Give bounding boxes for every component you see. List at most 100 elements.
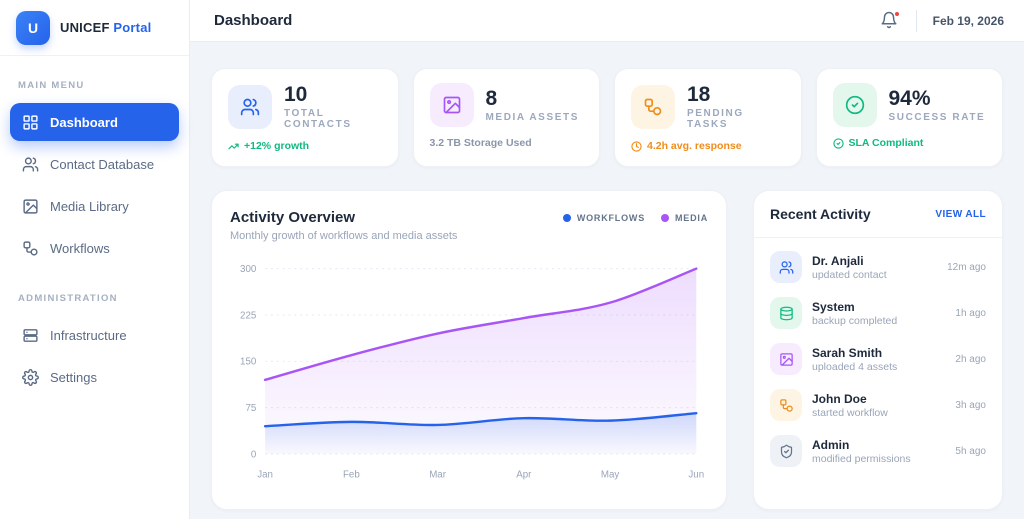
- recent-activity-panel: Recent Activity VIEW ALL Dr. Anjali upda…: [753, 190, 1003, 510]
- svg-text:Apr: Apr: [516, 469, 532, 480]
- brand: U UNICEF Portal: [0, 0, 189, 56]
- check-circle-icon: [832, 83, 877, 127]
- topbar-right: Feb 19, 2026: [880, 9, 1004, 32]
- stat-label: PENDING TASKS: [687, 108, 744, 131]
- sidebar-item-infrastructure[interactable]: Infrastructure: [10, 316, 179, 354]
- activity-action: modified permissions: [812, 452, 911, 465]
- sidebar-item-workflows[interactable]: Workflows: [10, 229, 179, 267]
- sidebar-item-dashboard[interactable]: Dashboard: [10, 103, 179, 141]
- media-image-icon: [770, 343, 802, 375]
- view-all-link[interactable]: VIEW ALL: [935, 208, 986, 220]
- activity-list: Dr. Anjali updated contact 12m ago Syste…: [754, 238, 1002, 480]
- recent-activity-title: Recent Activity: [770, 206, 871, 222]
- svg-text:0: 0: [251, 449, 257, 460]
- activity-time: 5h ago: [955, 445, 986, 457]
- stat-footnote: 3.2 TB Storage Used: [429, 137, 532, 149]
- activity-action: started workflow: [812, 406, 888, 419]
- recent-activity-header: Recent Activity VIEW ALL: [754, 191, 1002, 238]
- notifications-button[interactable]: [880, 10, 900, 31]
- activity-action: updated contact: [812, 268, 887, 281]
- activity-user: Dr. Anjali: [812, 253, 864, 268]
- stat-card-success-rate: 94% SUCCESS RATE SLA Compliant: [815, 68, 1003, 167]
- activity-item[interactable]: Admin modified permissions 5h ago: [770, 428, 986, 474]
- sidebar-item-label: Media Library: [50, 198, 129, 214]
- gear-icon: [22, 368, 39, 386]
- brand-name: UNICEF Portal: [60, 20, 152, 35]
- activity-time: 12m ago: [947, 261, 986, 273]
- stats-row: 10 TOTAL CONTACTS +12% growth: [211, 68, 1003, 167]
- sidebar-item-label: Infrastructure: [50, 327, 127, 343]
- stat-card-total-contacts: 10 TOTAL CONTACTS +12% growth: [211, 68, 399, 167]
- activity-item[interactable]: Dr. Anjali updated contact 12m ago: [770, 244, 986, 290]
- activity-time: 1h ago: [955, 307, 986, 319]
- workflow-icon: [631, 84, 675, 129]
- chart-subtitle: Monthly growth of workflows and media as…: [230, 230, 458, 242]
- sidebar-item-contact-database[interactable]: Contact Database: [10, 145, 179, 183]
- chart-legend: WORKFLOWS MEDIA: [562, 213, 708, 223]
- database-icon: [770, 297, 802, 329]
- svg-text:May: May: [601, 469, 620, 480]
- activity-action: backup completed: [812, 314, 898, 327]
- main-area: Dashboard Feb 19, 2026: [190, 0, 1024, 519]
- topbar-divider: [915, 9, 917, 32]
- svg-text:225: 225: [240, 310, 257, 321]
- sidebar-section-administration: ADMINISTRATION: [18, 293, 118, 304]
- contacts-icon: [228, 84, 272, 129]
- current-date: Feb 19, 2026: [932, 13, 1004, 28]
- sidebar-section-main-menu: MAIN MENU: [18, 80, 85, 91]
- topbar: Dashboard Feb 19, 2026: [190, 0, 1024, 42]
- contacts-icon: [22, 156, 39, 172]
- svg-text:Feb: Feb: [343, 469, 360, 480]
- chart-title: Activity Overview: [230, 209, 356, 226]
- legend-item-media: MEDIA: [661, 213, 708, 223]
- svg-text:Jan: Jan: [257, 469, 273, 480]
- shield-check-icon: [770, 435, 802, 467]
- shield-check-icon: [832, 137, 844, 149]
- legend-item-workflows: WORKFLOWS: [562, 213, 645, 223]
- chart-header: Activity Overview Monthly growth of work…: [230, 209, 708, 242]
- stat-label: TOTAL CONTACTS: [284, 108, 352, 131]
- sidebar-item-label: Workflows: [50, 240, 110, 256]
- activity-item[interactable]: John Doe started workflow 3h ago: [770, 382, 986, 428]
- activity-user: System: [812, 299, 855, 314]
- brand-logo-letter: U: [27, 19, 39, 36]
- workflow-icon: [23, 240, 38, 256]
- svg-text:300: 300: [240, 264, 257, 275]
- legend-dot-media: [661, 214, 669, 222]
- trending-up-icon: [228, 143, 239, 149]
- media-image-icon: [23, 198, 38, 214]
- notification-dot: [893, 10, 900, 17]
- server-icon: [23, 328, 38, 342]
- activity-item[interactable]: System backup completed 1h ago: [770, 290, 986, 336]
- stat-footnote: 4.2h avg. response: [631, 140, 785, 152]
- stat-card-media-assets: 8 MEDIA ASSETS 3.2 TB Storage Used: [412, 68, 600, 167]
- stat-label: MEDIA ASSETS: [485, 112, 579, 124]
- content: 10 TOTAL CONTACTS +12% growth: [190, 42, 1024, 519]
- stat-footnote: +12% growth: [228, 140, 382, 152]
- sidebar-item-label: Contact Database: [50, 156, 155, 172]
- stat-value: 18: [687, 83, 711, 106]
- stat-card-pending-tasks: 18 PENDING TASKS 4.2h avg. response: [614, 68, 802, 167]
- sidebar-item-label: Settings: [50, 369, 97, 385]
- activity-user: Sarah Smith: [812, 345, 883, 360]
- contacts-icon: [770, 251, 802, 283]
- stat-value: 10: [284, 83, 308, 106]
- sidebar-item-media-library[interactable]: Media Library: [10, 187, 179, 225]
- stat-value: 8: [485, 86, 498, 110]
- sidebar-item-settings[interactable]: Settings: [10, 358, 179, 396]
- stat-value: 94%: [888, 86, 931, 110]
- sidebar: U UNICEF Portal MAIN MENU Dashboard Cont…: [0, 0, 190, 519]
- activity-time: 3h ago: [955, 399, 986, 411]
- clock-icon: [631, 140, 642, 152]
- svg-text:Jun: Jun: [688, 469, 704, 480]
- activity-line-chart: 0 75 150 225 300 Jan Feb Mar Apr May Jun: [230, 250, 708, 498]
- brand-logo: U: [16, 10, 50, 45]
- dashboard-grid-icon: [23, 114, 38, 130]
- activity-item[interactable]: Sarah Smith uploaded 4 assets 2h ago: [770, 336, 986, 382]
- bell-icon: [881, 11, 897, 28]
- activity-user: John Doe: [812, 391, 867, 406]
- activity-user: Admin: [812, 437, 850, 452]
- page-title: Dashboard: [214, 12, 293, 29]
- svg-text:75: 75: [245, 403, 256, 414]
